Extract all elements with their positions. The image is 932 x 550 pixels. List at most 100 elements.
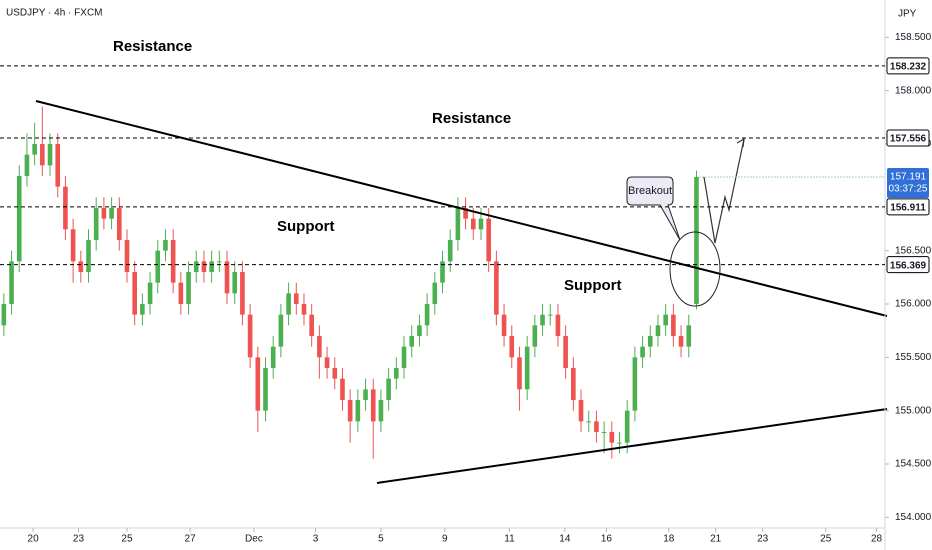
candle-body xyxy=(109,208,114,219)
candle-body xyxy=(116,208,122,240)
candle-body xyxy=(470,218,476,230)
x-tick-label: 20 xyxy=(28,534,40,545)
x-tick-label: Dec xyxy=(245,534,263,545)
candle-body xyxy=(640,346,645,358)
candle-body xyxy=(586,421,592,423)
x-tick-label: 3 xyxy=(313,534,319,545)
last-price-tag xyxy=(887,167,929,198)
candle-body xyxy=(594,421,599,432)
y-tick-label: 155.500 xyxy=(895,352,932,363)
trend-line xyxy=(376,408,888,484)
candle-body xyxy=(363,389,368,400)
candle-body xyxy=(547,314,553,316)
candle-body xyxy=(78,261,84,272)
candle-body xyxy=(278,314,284,347)
candle-body xyxy=(163,240,168,251)
candle-body xyxy=(370,389,376,422)
symbol-title: USDJPY · 4h · FXCM xyxy=(6,8,103,19)
candle-body xyxy=(555,314,561,336)
candle-body xyxy=(647,336,653,347)
x-tick-label: 28 xyxy=(871,534,883,545)
y-tick-label: 154.000 xyxy=(895,512,932,523)
candle-body xyxy=(301,304,307,315)
candle-body xyxy=(401,346,407,368)
candle-body xyxy=(309,314,314,336)
candle-body xyxy=(247,314,253,358)
y-tick-label: 155.000 xyxy=(895,405,932,416)
candle-body xyxy=(332,368,338,379)
level-label: 156.911 xyxy=(890,202,926,213)
candle-body xyxy=(340,378,345,400)
candle-body xyxy=(624,410,630,443)
candle-body xyxy=(432,282,438,304)
candle-body xyxy=(9,261,14,304)
candle-body xyxy=(40,144,45,166)
candle-body xyxy=(240,272,245,315)
candle-body xyxy=(101,208,107,219)
candle-body xyxy=(217,261,222,263)
candle-body xyxy=(347,400,353,422)
candle-body xyxy=(63,186,68,230)
candle-body xyxy=(463,208,468,219)
candle-body xyxy=(293,293,299,304)
candle-body xyxy=(394,368,399,379)
callout-text: Breakout xyxy=(628,185,672,197)
candle-body xyxy=(486,218,491,262)
y-tick-label: 158.000 xyxy=(895,85,932,96)
candle-body xyxy=(447,240,453,262)
candle-body xyxy=(417,325,422,336)
candle-body xyxy=(140,304,145,315)
arrow-head xyxy=(736,137,745,148)
candle-body xyxy=(170,240,176,283)
candle-body xyxy=(694,176,699,304)
candle-body xyxy=(132,272,137,315)
candle-body xyxy=(32,144,37,155)
projection-arrow xyxy=(703,138,745,244)
x-tick-label: 14 xyxy=(559,534,571,545)
candle-body xyxy=(224,261,230,294)
candle-body xyxy=(270,346,276,368)
candle-body xyxy=(532,325,538,347)
candle-body xyxy=(255,357,261,411)
candle-body xyxy=(155,250,161,283)
level-label-box xyxy=(886,256,930,274)
candle-body xyxy=(232,272,238,294)
level-label-box xyxy=(886,198,930,216)
candle-body xyxy=(524,346,530,390)
candle-body xyxy=(147,282,153,304)
candle-body xyxy=(16,176,22,262)
x-tick-label: 27 xyxy=(185,534,197,545)
annotation: Support xyxy=(564,277,622,294)
candle-body xyxy=(655,325,661,336)
candle-body xyxy=(678,336,684,347)
level-label: 158.232 xyxy=(890,62,927,73)
candle-body xyxy=(540,314,545,326)
candle-body xyxy=(424,304,430,326)
candle-body xyxy=(93,208,99,240)
candle-body xyxy=(378,400,384,422)
x-tick-label: 18 xyxy=(663,534,675,545)
candle-body xyxy=(478,218,484,230)
level-label: 157.556 xyxy=(890,134,927,145)
x-tick-label: 9 xyxy=(442,534,448,545)
candle-body xyxy=(86,240,91,272)
candle-body xyxy=(571,368,576,400)
candle-body xyxy=(671,314,676,336)
candle-body xyxy=(201,261,207,272)
level-label: 156.369 xyxy=(890,260,927,271)
candle-body xyxy=(186,272,191,304)
currency-label: JPY xyxy=(898,9,917,20)
callout-box xyxy=(626,176,681,241)
candle-body xyxy=(617,442,622,444)
x-tick-label: 21 xyxy=(710,534,722,545)
x-tick-label: 25 xyxy=(121,534,133,545)
candle-body xyxy=(317,336,322,358)
trend-line xyxy=(35,100,888,317)
candle-body xyxy=(494,261,499,315)
y-tick-label: 156.000 xyxy=(895,299,932,310)
candle-body xyxy=(70,229,76,262)
x-tick-label: 16 xyxy=(601,534,613,545)
candle-body xyxy=(609,432,615,443)
candle-body xyxy=(501,314,507,336)
